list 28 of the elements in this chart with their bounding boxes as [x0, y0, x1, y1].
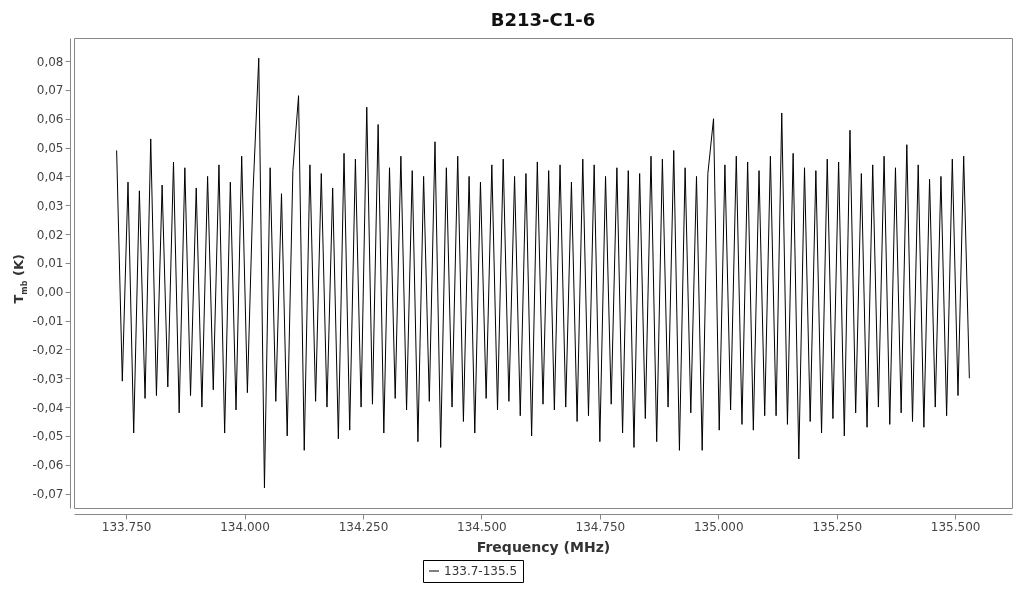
x-tick-label: 135.500: [930, 519, 981, 534]
y-tick-label: -0,07: [32, 487, 64, 502]
y-tick-label: 0,00: [36, 285, 64, 300]
x-tick-label: 135.000: [693, 519, 744, 534]
x-tick-label: 133.750: [101, 519, 152, 534]
y-tick-label: 0,01: [36, 256, 64, 271]
y-tick-label: -0,01: [32, 314, 64, 329]
y-tick-label: -0,02: [32, 342, 64, 357]
y-tick-label: -0,03: [32, 371, 64, 386]
y-tick-label: 0,05: [36, 141, 64, 156]
line-series: [116, 57, 970, 489]
y-tick-label: -0,06: [32, 458, 64, 473]
y-tick-label: 0,02: [36, 227, 64, 242]
x-tick-label: 134.750: [575, 519, 626, 534]
y-tick-label: 0,04: [36, 169, 64, 184]
chart-title: B213-C1-6: [490, 9, 596, 30]
x-tick-label: 135.250: [812, 519, 863, 534]
y-tick-label: 0,03: [36, 198, 64, 213]
x-tick-label: 134.250: [338, 519, 389, 534]
y-tick-label: -0,04: [32, 400, 64, 415]
y-tick-label: -0,05: [32, 429, 64, 444]
legend-label: 133.7-135.5: [444, 564, 518, 578]
x-tick-label: 134.500: [457, 519, 507, 534]
y-tick-label: 0,07: [36, 83, 64, 98]
y-tick-label: 0,06: [36, 112, 64, 127]
y-tick-label: 0,08: [36, 54, 64, 69]
x-axis-title: Frequency (MHz): [476, 538, 611, 555]
x-tick-label: 134.000: [220, 519, 270, 534]
